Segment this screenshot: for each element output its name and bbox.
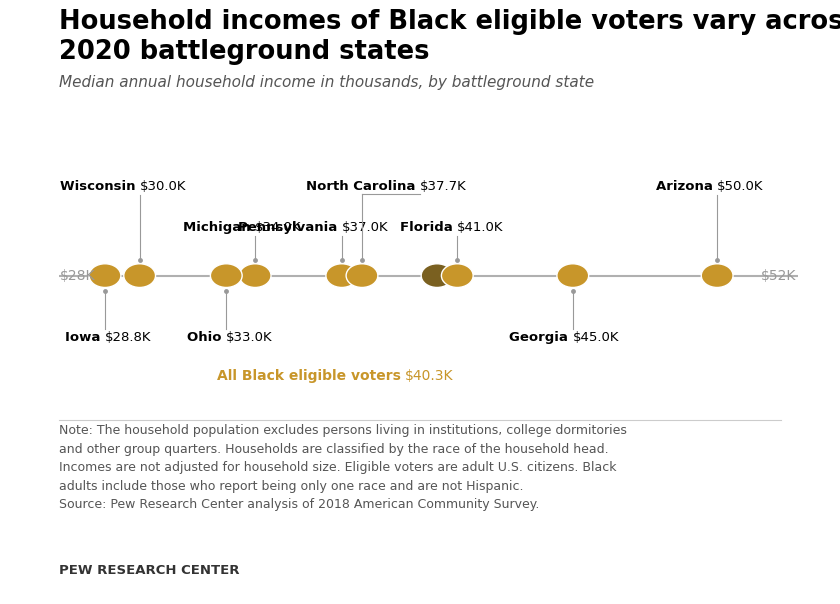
Ellipse shape [123, 264, 155, 288]
Ellipse shape [441, 264, 473, 288]
Text: All Black eligible voters: All Black eligible voters [217, 369, 405, 383]
Text: Household incomes of Black eligible voters vary across: Household incomes of Black eligible vote… [59, 9, 840, 35]
Text: $28.8K: $28.8K [105, 330, 151, 344]
Ellipse shape [557, 264, 589, 288]
Text: $52K: $52K [761, 269, 796, 283]
Text: 2020 battleground states: 2020 battleground states [59, 39, 429, 65]
Text: Arizona: Arizona [656, 180, 717, 193]
Text: North Carolina: North Carolina [306, 180, 420, 193]
Text: $40.3K: $40.3K [405, 369, 454, 383]
Text: Georgia: Georgia [509, 330, 573, 344]
Ellipse shape [421, 264, 453, 288]
Ellipse shape [89, 264, 121, 288]
Text: $37.0K: $37.0K [342, 221, 388, 234]
Text: $37.7K: $37.7K [420, 180, 466, 193]
Text: Michigan: Michigan [183, 221, 255, 234]
Text: Florida: Florida [400, 221, 457, 234]
Text: Ohio: Ohio [187, 330, 226, 344]
Text: Median annual household income in thousands, by battleground state: Median annual household income in thousa… [59, 76, 594, 91]
Ellipse shape [239, 264, 271, 288]
Text: $34.0K: $34.0K [255, 221, 302, 234]
Ellipse shape [346, 264, 378, 288]
Text: $30.0K: $30.0K [139, 180, 186, 193]
Text: Note: The household population excludes persons living in institutions, college : Note: The household population excludes … [59, 424, 627, 511]
Text: $33.0K: $33.0K [226, 330, 273, 344]
Ellipse shape [210, 264, 242, 288]
Text: $45.0K: $45.0K [573, 330, 619, 344]
Ellipse shape [326, 264, 358, 288]
Text: $41.0K: $41.0K [457, 221, 504, 234]
Ellipse shape [701, 264, 733, 288]
Text: Wisconsin: Wisconsin [60, 180, 139, 193]
Text: PEW RESEARCH CENTER: PEW RESEARCH CENTER [59, 564, 239, 577]
Text: Pennsylvania: Pennsylvania [238, 221, 342, 234]
Text: Iowa: Iowa [65, 330, 105, 344]
Text: $28K: $28K [60, 269, 96, 283]
Text: $50.0K: $50.0K [717, 180, 764, 193]
